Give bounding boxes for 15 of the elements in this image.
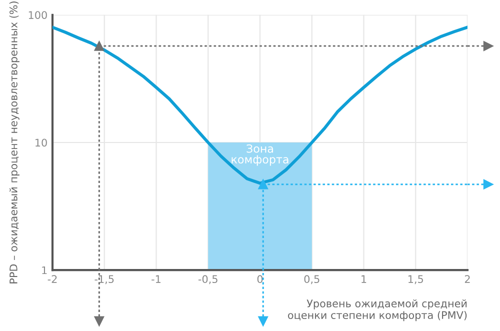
x-tick-label: 0 [257,275,263,284]
y-tick-label: 100 [28,11,47,19]
y-axis-title: PPD – ожидаемый процент неудовлетворенных (%) [9,2,20,284]
annotation: Зона комфорта [232,144,288,166]
x-tick-label: -1,5 [94,275,114,284]
x-tick-label: -2 [48,275,57,283]
x-tick-label: -1 [152,275,160,283]
x-tick-label: -0,5 [198,275,218,284]
x-tick-label: 0,5 [304,275,320,284]
x-axis-title: Уровень ожидаемой средней оценки степени комфорта (PMV) [288,299,467,322]
y-tick-label: 1 [42,266,47,274]
x-tick-label: 1 [362,275,366,283]
x-tick-label: 1,5 [408,275,423,284]
y-tick-label: 10 [36,138,47,147]
x-tick-label: 2 [464,275,470,283]
